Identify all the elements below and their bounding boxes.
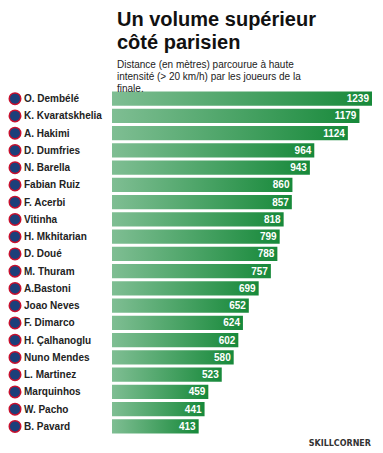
svg-text:K. Kvaratskhelia: K. Kvaratskhelia	[24, 110, 102, 121]
svg-text:Fabian Ruiz: Fabian Ruiz	[24, 179, 80, 190]
svg-text:Distance (en mètres) parcourue: Distance (en mètres) parcourue à haute	[117, 59, 297, 70]
svg-text:côté parisien: côté parisien	[117, 31, 240, 53]
svg-text:757: 757	[251, 266, 268, 277]
svg-text:H. Mkhitarian: H. Mkhitarian	[24, 231, 87, 242]
svg-text:523: 523	[202, 369, 219, 380]
svg-text:O. Dembélé: O. Dembélé	[24, 93, 79, 104]
svg-text:M. Thuram: M. Thuram	[24, 266, 75, 277]
svg-text:1239: 1239	[347, 93, 370, 104]
svg-text:413: 413	[179, 421, 196, 432]
svg-text:Nuno Mendes: Nuno Mendes	[24, 352, 90, 363]
svg-text:Un volume supérieur: Un volume supérieur	[117, 8, 322, 30]
svg-text:F. Dimarco: F. Dimarco	[24, 317, 75, 328]
svg-text:N. Barella: N. Barella	[24, 162, 71, 173]
svg-text:A.Bastoni: A.Bastoni	[24, 283, 71, 294]
svg-text:W. Pacho: W. Pacho	[24, 404, 68, 415]
svg-text:699: 699	[239, 283, 256, 294]
svg-text:1124: 1124	[323, 128, 345, 139]
svg-text:860: 860	[273, 179, 290, 190]
svg-text:799: 799	[260, 231, 277, 242]
svg-text:H. Çalhanoglu: H. Çalhanoglu	[24, 335, 91, 346]
svg-text:964: 964	[295, 145, 312, 156]
svg-text:Vitinha: Vitinha	[24, 214, 58, 225]
svg-text:B. Pavard: B. Pavard	[24, 421, 70, 432]
svg-text:A. Hakimi: A. Hakimi	[24, 128, 70, 139]
svg-text:intensité (> 20 km/h) par les: intensité (> 20 km/h) par les joueurs de…	[117, 71, 303, 82]
svg-text:SKILLCORNER: SKILLCORNER	[309, 439, 371, 448]
svg-text:D. Doué: D. Doué	[24, 248, 62, 259]
svg-text:459: 459	[189, 386, 206, 397]
svg-text:441: 441	[185, 404, 202, 415]
svg-text:finale.: finale.	[117, 83, 144, 94]
svg-text:580: 580	[214, 352, 231, 363]
svg-text:Joao Neves: Joao Neves	[24, 300, 80, 311]
svg-text:F. Acerbi: F. Acerbi	[24, 197, 66, 208]
svg-text:Marquinhos: Marquinhos	[24, 386, 81, 397]
svg-text:D. Dumfries: D. Dumfries	[24, 145, 81, 156]
svg-text:624: 624	[223, 317, 240, 328]
svg-text:1179: 1179	[335, 110, 357, 121]
svg-text:857: 857	[272, 197, 289, 208]
svg-text:L. Martinez: L. Martinez	[24, 369, 76, 380]
svg-text:602: 602	[219, 335, 236, 346]
svg-text:788: 788	[258, 248, 275, 259]
svg-text:818: 818	[264, 214, 281, 225]
svg-text:652: 652	[229, 300, 246, 311]
svg-text:943: 943	[290, 162, 307, 173]
